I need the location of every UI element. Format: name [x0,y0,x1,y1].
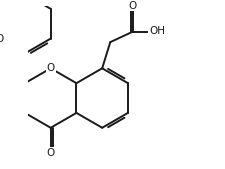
Text: O: O [47,63,55,73]
Text: OH: OH [149,26,165,36]
Text: O: O [128,1,137,11]
Text: O: O [0,34,3,44]
Text: O: O [47,148,55,158]
